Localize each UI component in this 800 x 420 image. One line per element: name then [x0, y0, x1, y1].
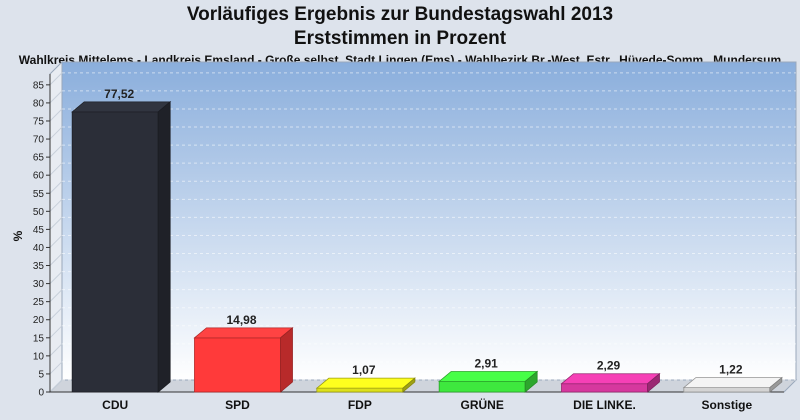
- x-tick-label: GRÜNE: [460, 397, 503, 412]
- gridline-side: [49, 198, 63, 212]
- bar-front: [561, 383, 648, 393]
- y-tick-label: 25: [33, 297, 45, 308]
- gridline-side: [49, 253, 63, 266]
- y-tick-label: 75: [33, 116, 45, 127]
- y-tick-label: 45: [33, 225, 45, 236]
- x-tick-label: CDU: [102, 398, 128, 412]
- bar-sonstige: [682, 376, 783, 393]
- y-tick-label: 60: [33, 171, 45, 182]
- bar-grüne: [438, 370, 539, 393]
- gridline-side: [49, 180, 63, 194]
- chart-title: Vorläufiges Ergebnis zur Bundestagswahl …: [186, 4, 614, 25]
- gridline-side: [49, 235, 63, 248]
- bar-cdu: [71, 101, 172, 393]
- y-tick-label: 30: [33, 279, 45, 290]
- y-tick-label: 35: [33, 261, 45, 272]
- bar-side: [402, 377, 416, 393]
- bar-value-label: 14,98: [226, 313, 256, 327]
- gridline-side: [49, 379, 63, 393]
- gridline-side: [49, 90, 63, 104]
- x-tick-label: SPD: [225, 398, 250, 412]
- bar-value-label: 2,91: [474, 356, 498, 370]
- bar-side: [157, 101, 171, 393]
- y-tick-label: 65: [33, 153, 45, 164]
- gridline-side: [49, 162, 63, 176]
- bar-fdp: [315, 377, 416, 393]
- y-tick-label: 80: [33, 98, 45, 109]
- gridline-side: [49, 72, 63, 86]
- bar-top: [315, 377, 416, 389]
- bar-front: [316, 387, 404, 393]
- gridline-side: [49, 126, 63, 140]
- x-tick-label: Sonstige: [701, 398, 752, 412]
- gridline-side: [49, 343, 63, 357]
- bar-front: [438, 381, 526, 393]
- bar-value-label: 1,07: [352, 363, 376, 377]
- gridline-side: [49, 108, 63, 122]
- bar-top: [682, 377, 783, 388]
- y-tick-label: 70: [33, 135, 45, 146]
- gridline-side: [49, 217, 63, 230]
- y-tick-label: 55: [33, 189, 45, 200]
- gridline-side: [49, 289, 63, 303]
- bar-front: [71, 111, 159, 393]
- bar-top: [438, 371, 539, 382]
- bar-front: [683, 387, 771, 393]
- bar-die-linke: [560, 372, 661, 393]
- y-tick-label: 0: [38, 388, 44, 399]
- x-tick-label: DIE LINKE.: [573, 398, 636, 412]
- bar-side: [647, 372, 660, 393]
- bar-spd: [193, 327, 294, 393]
- y-tick-label: 85: [33, 80, 45, 91]
- x-tick-label: FDP: [348, 398, 372, 412]
- chart-title-line2: Erststimmen in Prozent: [293, 28, 507, 49]
- bar-top: [71, 101, 172, 113]
- bar-top: [560, 373, 661, 385]
- y-tick-label: 20: [33, 315, 45, 326]
- bar-side: [280, 327, 293, 393]
- gridline-side: [49, 307, 63, 321]
- bar-side: [524, 370, 538, 393]
- y-tick-label: 10: [33, 351, 45, 362]
- y-tick-label: 5: [38, 369, 44, 380]
- y-axis-label: %: [11, 230, 25, 241]
- gridline-side: [49, 144, 63, 158]
- y-tick-label: 50: [33, 207, 45, 218]
- plot-background: [61, 61, 797, 381]
- y-tick-label: 15: [33, 333, 45, 344]
- gridline-side: [49, 325, 63, 339]
- y-tick-label: 40: [33, 243, 45, 254]
- gridline-side: [49, 271, 63, 284]
- bar-value-label: 1,22: [719, 363, 743, 377]
- bar-value-label: 2,29: [597, 359, 621, 373]
- bar-value-label: 77,52: [104, 87, 134, 101]
- bar-front: [194, 337, 281, 393]
- gridline-side: [49, 361, 63, 375]
- bar-top: [193, 327, 294, 339]
- bar-side: [769, 376, 783, 393]
